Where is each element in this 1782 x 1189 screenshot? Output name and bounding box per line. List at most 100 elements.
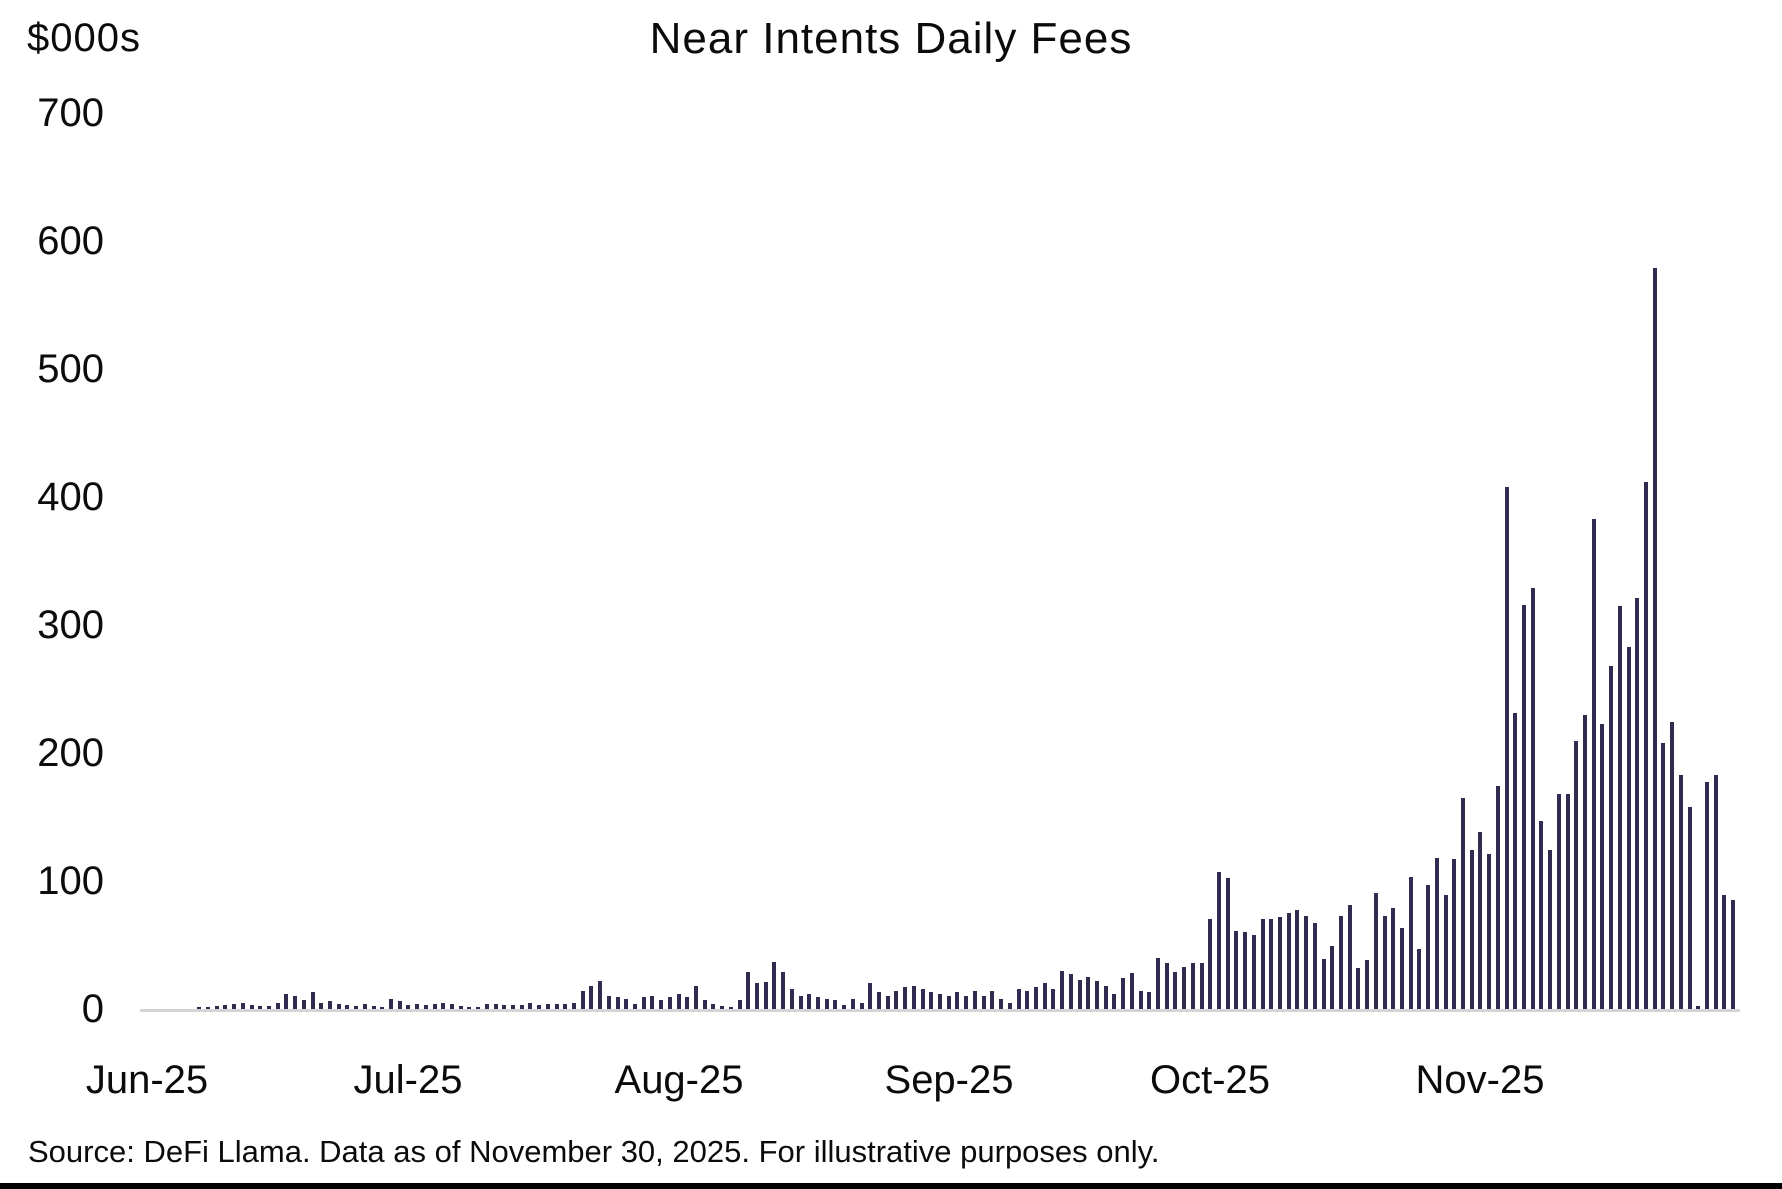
bar: [1435, 858, 1439, 1009]
bar: [894, 991, 898, 1009]
bar: [1557, 794, 1561, 1009]
bar: [781, 972, 785, 1009]
bar: [1627, 647, 1631, 1009]
bar: [1365, 960, 1369, 1009]
bar: [1130, 973, 1134, 1009]
x-axis-month-label: Oct-25: [1149, 1058, 1271, 1102]
bar: [616, 997, 620, 1009]
bar: [284, 994, 288, 1009]
bar: [912, 986, 916, 1009]
y-tick-label: 200: [37, 731, 104, 775]
bar: [354, 1006, 358, 1009]
bar: [328, 1001, 332, 1009]
bar: [1104, 986, 1108, 1009]
bar: [633, 1004, 637, 1009]
bar: [1121, 978, 1125, 1009]
bar: [738, 1000, 742, 1009]
bar: [380, 1007, 384, 1009]
bar: [433, 1004, 437, 1009]
bar: [903, 987, 907, 1009]
bar: [799, 996, 803, 1009]
bar: [1147, 992, 1151, 1009]
bar: [1539, 821, 1543, 1009]
bar: [1043, 983, 1047, 1009]
bar: [860, 1003, 864, 1009]
bar: [659, 1000, 663, 1009]
bar: [1600, 724, 1604, 1009]
bar: [1444, 895, 1448, 1009]
bar: [921, 989, 925, 1009]
bar: [677, 994, 681, 1009]
bar: [703, 1000, 707, 1009]
bar: [938, 994, 942, 1009]
bar: [1374, 893, 1378, 1009]
bar: [1330, 946, 1334, 1009]
bar: [790, 989, 794, 1009]
bar: [1208, 919, 1212, 1009]
bar: [441, 1003, 445, 1009]
bar: [1679, 775, 1683, 1009]
bar: [345, 1005, 349, 1009]
bar: [215, 1006, 219, 1009]
bar: [1566, 794, 1570, 1009]
bar: [563, 1004, 567, 1009]
bar: [851, 999, 855, 1009]
bar: [337, 1004, 341, 1009]
bar: [197, 1007, 201, 1009]
bar: [1139, 991, 1143, 1009]
bar: [293, 996, 297, 1009]
bar: [1348, 905, 1352, 1009]
bar: [1417, 949, 1421, 1009]
chart-title: Near Intents Daily Fees: [649, 14, 1133, 63]
bar: [1635, 598, 1639, 1009]
bar: [1191, 963, 1195, 1009]
bar: [302, 1000, 306, 1009]
bar: [1391, 908, 1395, 1009]
bar: [886, 996, 890, 1009]
bar: [241, 1003, 245, 1009]
bar: [1025, 991, 1029, 1009]
y-axis-unit-label: $000s: [27, 16, 141, 60]
bar: [415, 1004, 419, 1009]
bar: [729, 1007, 733, 1009]
bar: [1112, 994, 1116, 1009]
bar: [1322, 959, 1326, 1009]
bar: [1243, 932, 1247, 1009]
bar: [720, 1006, 724, 1009]
bar: [1400, 928, 1404, 1009]
bar: [711, 1004, 715, 1009]
bar: [1034, 987, 1038, 1009]
bar: [1069, 974, 1073, 1009]
bar: [232, 1004, 236, 1009]
bar: [467, 1007, 471, 1009]
bar: [459, 1006, 463, 1009]
bar: [694, 986, 698, 1009]
y-tick-label: 600: [37, 219, 104, 263]
bar: [772, 962, 776, 1009]
x-axis-month-label: Jun-25: [85, 1058, 209, 1102]
bar: [1156, 958, 1160, 1009]
bar: [1644, 482, 1648, 1009]
bar: [1696, 1006, 1700, 1009]
bar: [311, 992, 315, 1009]
bar: [1078, 980, 1082, 1009]
bar: [1356, 968, 1360, 1009]
bar: [250, 1005, 254, 1009]
bar: [1609, 666, 1613, 1009]
bar: [1269, 919, 1273, 1009]
bar: [1313, 923, 1317, 1009]
bar: [372, 1006, 376, 1009]
bottom-rule: [0, 1183, 1782, 1189]
y-tick-label: 300: [37, 603, 104, 647]
bar: [1295, 910, 1299, 1009]
bar: [1496, 786, 1500, 1009]
bar: [607, 996, 611, 1009]
bar: [1722, 895, 1726, 1009]
bar: [223, 1005, 227, 1009]
bar: [999, 999, 1003, 1009]
bar: [598, 981, 602, 1009]
bar: [511, 1005, 515, 1009]
bar: [1304, 916, 1308, 1009]
bar: [1234, 931, 1238, 1009]
bar: [1182, 967, 1186, 1009]
